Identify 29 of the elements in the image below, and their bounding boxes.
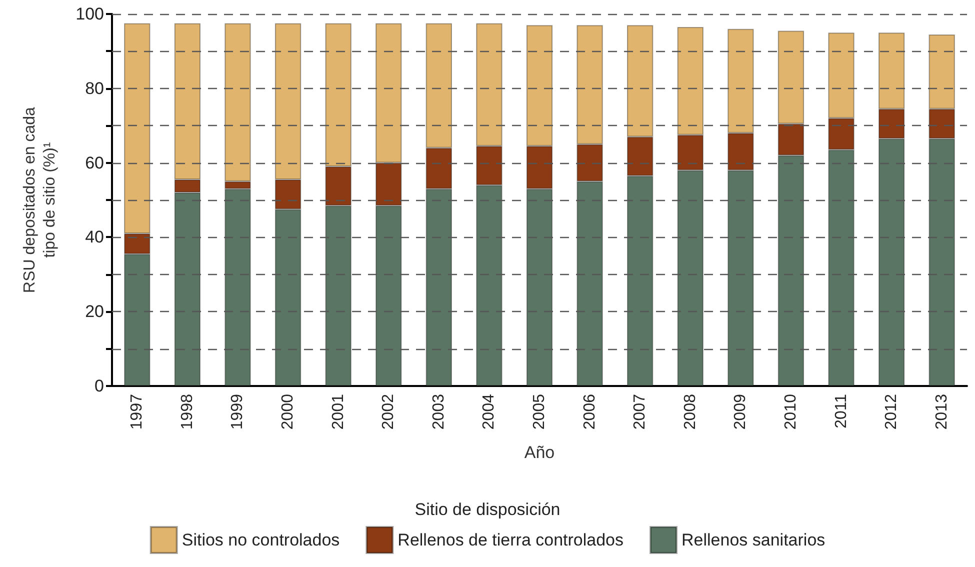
legend-label: Sitios no controlados	[182, 530, 340, 550]
legend-title: Sitio de disposición	[414, 500, 560, 519]
x-tick-label: 1997	[128, 394, 146, 430]
x-tick-label: 2008	[682, 394, 699, 430]
x-tick-label: 1998	[178, 394, 196, 430]
x-tick-label: 2011	[832, 394, 850, 428]
x-tick-label: 2013	[933, 394, 950, 430]
y-tick-label: 0	[94, 376, 104, 396]
x-tick-label: 2012	[883, 394, 900, 430]
legend-label: Rellenos de tierra controlados	[398, 530, 624, 550]
y-tick-label: 60	[85, 153, 104, 172]
x-tick-label: 2006	[581, 394, 598, 430]
x-tick-label: 2010	[782, 394, 800, 430]
legend-label: Rellenos sanitarios	[682, 530, 826, 550]
y-tick-label: 20	[85, 302, 104, 322]
y-axis-title: RSU depositados en cada tipo de sitio (%)¹	[22, 106, 58, 293]
y-tick-label: 100	[76, 4, 104, 24]
x-axis-title: Año	[524, 443, 555, 462]
x-tick-label: 2002	[380, 394, 398, 430]
x-tick-label: 2003	[430, 394, 448, 430]
x-tick-label: 1999	[229, 394, 246, 430]
x-tick-label: 2001	[330, 394, 347, 430]
x-tick-label: 2009	[732, 394, 750, 430]
y-tick-label: 40	[85, 228, 104, 247]
x-tick-label: 2000	[280, 394, 297, 430]
x-tick-label: 2004	[480, 394, 498, 430]
x-tick-label: 2007	[632, 394, 649, 430]
y-tick-label: 80	[85, 78, 104, 98]
x-tick-label: 2005	[531, 394, 548, 430]
